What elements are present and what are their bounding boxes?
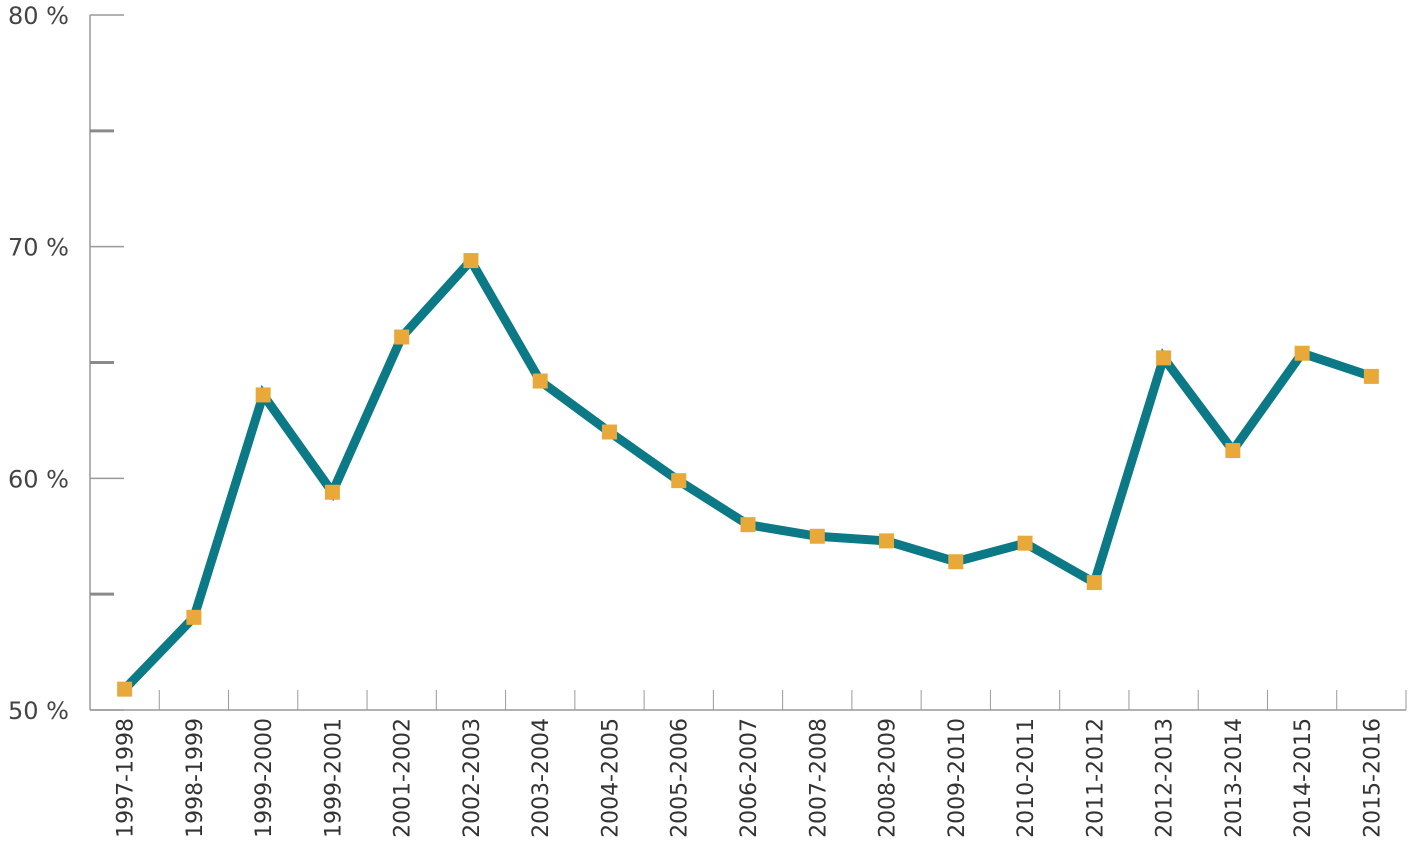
x-tick-label: 1999-2001 [321,718,346,838]
data-point-marker [671,473,687,489]
x-tick-label: 2001-2002 [391,718,416,838]
data-point-marker [186,609,202,625]
x-tick-label: 1997-1998 [114,718,139,838]
data-point-marker [1156,350,1172,366]
axes [89,14,1407,711]
data-point-marker [1363,368,1379,384]
x-tick-label: 2014-2015 [1291,718,1316,838]
data-point-marker [394,329,410,345]
x-tick-label: 2007-2008 [806,718,831,838]
data-point-marker [601,424,617,440]
data-point-marker [117,681,133,697]
series-layer [117,252,1379,697]
x-tick-label: 1998-1999 [183,718,208,838]
data-point-marker [255,387,271,403]
x-tick-label: 2012-2013 [1153,718,1178,838]
y-axis-labels: 50 % 60 % 70 % 80 % [8,2,69,725]
data-point-marker [809,528,825,544]
data-point-marker [463,253,479,269]
data-point-marker [532,373,548,389]
y-tick-label: 50 % [8,697,69,725]
x-tick-label: 2005-2006 [668,718,693,838]
data-point-marker [879,533,895,549]
data-point-marker [1017,535,1033,551]
x-tick-label: 2015-2016 [1360,718,1385,838]
x-tick-label: 2011-2012 [1083,718,1108,838]
series-line [121,252,1373,693]
x-axis-labels: 1997-1998 1998-1999 1999-2000 1999-2001 2001… [114,718,1386,838]
data-point-marker [740,517,756,533]
data-point-marker [1225,443,1241,459]
x-tick-label: 2003-2004 [529,718,554,838]
data-point-marker [324,484,340,500]
x-tick-label: 2010-2011 [1014,718,1039,838]
x-tick-label: 2013-2014 [1222,718,1247,838]
x-tick-label: 2008-2009 [876,718,901,838]
x-tick-label: 2006-2007 [737,718,762,838]
x-tick-label: 2004-2005 [598,718,623,838]
data-point-marker [948,554,964,570]
data-point-marker [1086,575,1102,591]
x-tick-label: 2009-2010 [945,718,970,838]
y-tick-label: 80 % [8,2,69,30]
data-point-marker [1294,345,1310,361]
x-tick-label: 2002-2003 [460,718,485,838]
y-tick-label: 70 % [8,234,69,262]
x-tick-label: 1999-2000 [252,718,277,838]
y-tick-label: 60 % [8,465,69,493]
